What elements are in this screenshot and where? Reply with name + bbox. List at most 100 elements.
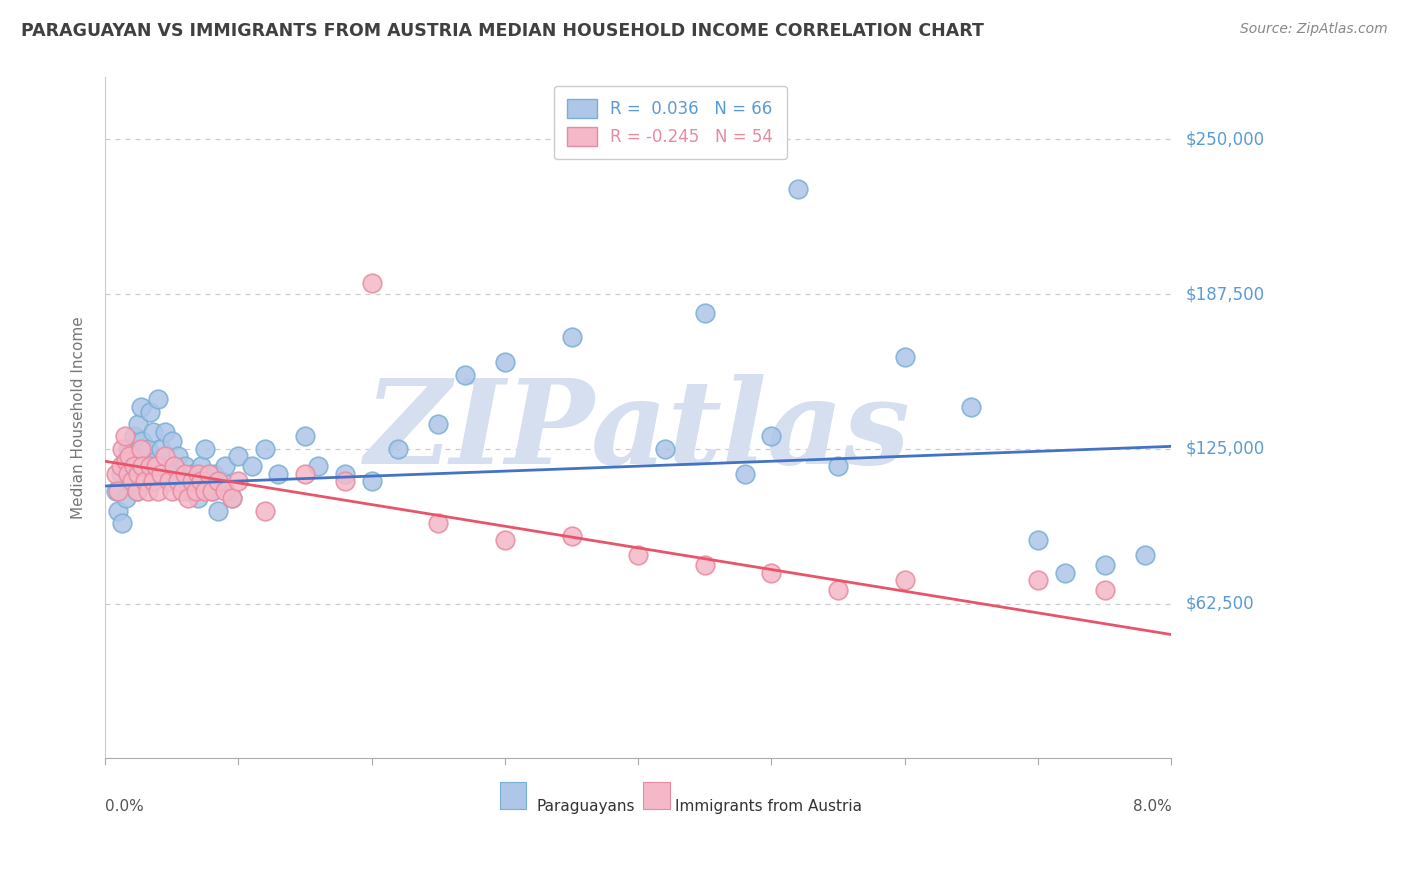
Text: ZIPatlas: ZIPatlas: [366, 374, 911, 489]
Point: [160, 483, 183, 498]
Text: Paraguayans: Paraguayans: [537, 799, 636, 814]
Point: [202, 467, 225, 481]
Point: [190, 459, 212, 474]
Point: [118, 474, 141, 488]
Point: [190, 474, 212, 488]
Point: [787, 182, 810, 196]
Point: [207, 504, 229, 518]
Point: [893, 350, 915, 364]
Point: [226, 474, 249, 488]
Point: [194, 442, 217, 456]
Point: [117, 442, 139, 456]
Point: [214, 483, 236, 498]
Point: [148, 483, 170, 498]
Y-axis label: Median Household Income: Median Household Income: [72, 317, 86, 519]
Point: [387, 442, 409, 456]
Point: [139, 405, 162, 419]
Point: [114, 454, 136, 468]
Point: [145, 459, 167, 474]
Point: [153, 425, 176, 439]
Point: [253, 442, 276, 456]
Point: [117, 467, 139, 481]
Point: [139, 459, 162, 474]
Text: 0.0%: 0.0%: [105, 799, 143, 814]
Point: [1094, 558, 1116, 573]
Point: [494, 533, 516, 548]
Point: [333, 474, 356, 488]
FancyBboxPatch shape: [644, 782, 671, 809]
Point: [184, 474, 207, 488]
Text: $250,000: $250,000: [1185, 130, 1264, 148]
Point: [104, 467, 127, 481]
Point: [114, 429, 136, 443]
Point: [761, 566, 783, 580]
Point: [131, 459, 153, 474]
Text: $187,500: $187,500: [1185, 285, 1264, 303]
Point: [142, 474, 165, 488]
Point: [153, 450, 176, 464]
Point: [125, 483, 148, 498]
Point: [221, 491, 243, 506]
Text: Source: ZipAtlas.com: Source: ZipAtlas.com: [1240, 22, 1388, 37]
Text: $62,500: $62,500: [1185, 595, 1254, 613]
Point: [454, 368, 477, 382]
Point: [360, 474, 382, 488]
Point: [121, 474, 143, 488]
Point: [1133, 549, 1156, 563]
Point: [149, 442, 172, 456]
Point: [167, 450, 190, 464]
Point: [1026, 533, 1049, 548]
Point: [267, 467, 290, 481]
Point: [693, 306, 716, 320]
Point: [136, 442, 159, 456]
Point: [163, 459, 186, 474]
Point: [129, 442, 152, 456]
Point: [160, 434, 183, 449]
Point: [198, 467, 221, 481]
Point: [107, 504, 129, 518]
Point: [207, 474, 229, 488]
Point: [124, 459, 146, 474]
Point: [172, 474, 194, 488]
Point: [184, 483, 207, 498]
Point: [124, 429, 146, 443]
Point: [194, 483, 217, 498]
Text: 8.0%: 8.0%: [1133, 799, 1171, 814]
Point: [360, 276, 382, 290]
Point: [111, 442, 134, 456]
Point: [427, 516, 450, 530]
Point: [111, 516, 134, 530]
Point: [253, 504, 276, 518]
Point: [294, 429, 316, 443]
Text: Immigrants from Austria: Immigrants from Austria: [675, 799, 862, 814]
Point: [180, 467, 202, 481]
Point: [148, 392, 170, 407]
Point: [145, 454, 167, 468]
Text: $125,000: $125,000: [1185, 440, 1264, 458]
Point: [129, 400, 152, 414]
Point: [1053, 566, 1076, 580]
Point: [294, 467, 316, 481]
Point: [960, 400, 983, 414]
Point: [1094, 582, 1116, 597]
Point: [134, 459, 156, 474]
Point: [654, 442, 676, 456]
Text: PARAGUAYAN VS IMMIGRANTS FROM AUSTRIA MEDIAN HOUSEHOLD INCOME CORRELATION CHART: PARAGUAYAN VS IMMIGRANTS FROM AUSTRIA ME…: [21, 22, 984, 40]
Point: [157, 474, 180, 488]
Point: [149, 467, 172, 481]
Point: [174, 467, 197, 481]
Point: [157, 467, 180, 481]
Point: [827, 459, 849, 474]
Legend: R =  0.036   N = 66, R = -0.245   N = 54: R = 0.036 N = 66, R = -0.245 N = 54: [554, 86, 786, 160]
Point: [110, 467, 132, 481]
Point: [118, 450, 141, 464]
Point: [240, 459, 263, 474]
Point: [107, 483, 129, 498]
Point: [761, 429, 783, 443]
Point: [893, 573, 915, 587]
Point: [125, 483, 148, 498]
Point: [167, 474, 190, 488]
Point: [121, 459, 143, 474]
Point: [187, 491, 209, 506]
Point: [560, 528, 582, 542]
